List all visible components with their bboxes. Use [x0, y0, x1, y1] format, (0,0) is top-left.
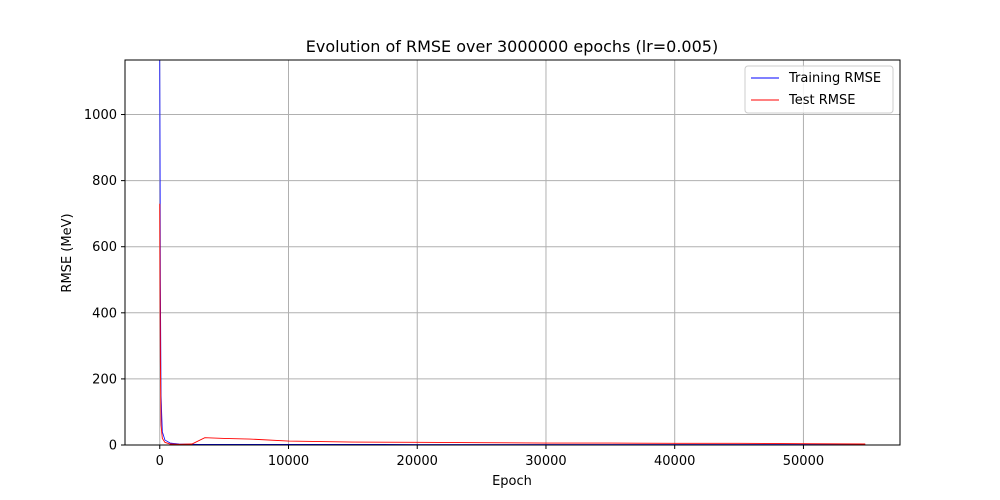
- x-tick-label: 40000: [654, 454, 695, 469]
- x-tick-label: 20000: [397, 454, 438, 469]
- y-tick-label: 200: [92, 372, 117, 387]
- x-axis-label: Epoch: [492, 474, 532, 489]
- test-rmse-line: [159, 203, 866, 445]
- y-axis-label: RMSE (MeV): [60, 213, 75, 292]
- x-axis-ticks: 0 10000 20000 30000 40000 50000: [156, 445, 824, 469]
- legend-label-test: Test RMSE: [788, 93, 855, 108]
- plot-frame: [124, 59, 901, 446]
- x-tick-label: 50000: [783, 454, 824, 469]
- x-tick-label: 0: [156, 454, 164, 469]
- legend: Training RMSE Test RMSE: [744, 65, 894, 114]
- chart-title: Evolution of RMSE over 3000000 epochs (l…: [306, 37, 718, 56]
- y-tick-label: 400: [92, 306, 117, 321]
- y-axis-ticks: 0 200 400 600 800 1000: [84, 108, 125, 454]
- x-tick-label: 10000: [268, 454, 309, 469]
- legend-label-training: Training RMSE: [788, 71, 881, 86]
- x-tick-label: 30000: [525, 454, 566, 469]
- y-tick-label: 1000: [84, 108, 117, 123]
- y-tick-label: 800: [92, 174, 117, 189]
- y-tick-label: 600: [92, 240, 117, 255]
- legend-box: [744, 65, 894, 114]
- y-tick-label: 0: [109, 439, 117, 454]
